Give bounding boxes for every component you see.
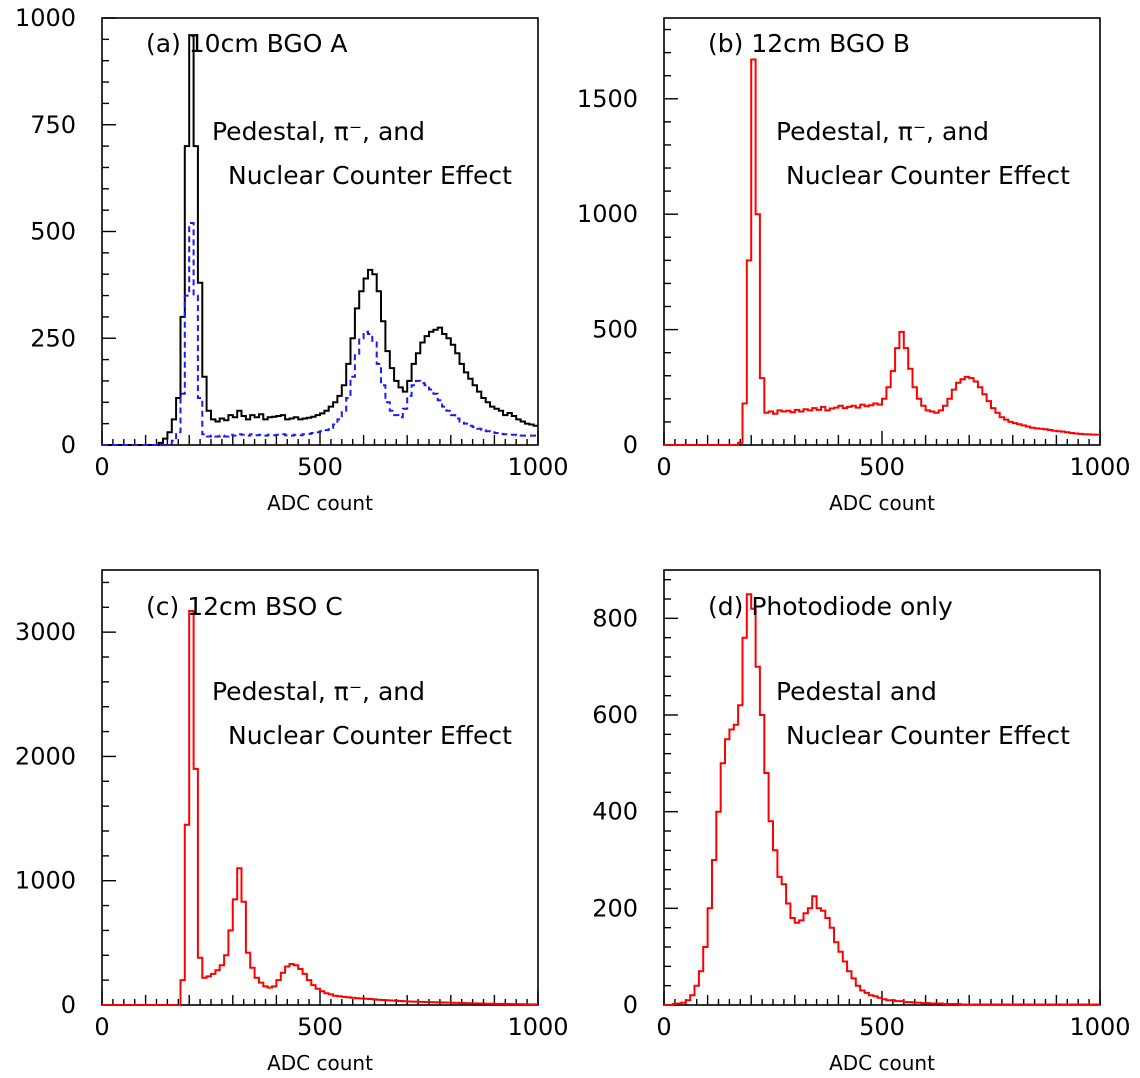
x-tick-label: 0 — [656, 1013, 671, 1041]
x-axis-title: ADC count — [829, 491, 935, 515]
y-tick-label: 0 — [623, 991, 638, 1019]
plot-frame — [663, 569, 1101, 1006]
y-tick-label: 2000 — [15, 742, 76, 770]
series-line-solid — [102, 610, 538, 1006]
y-tick-label: 750 — [30, 111, 76, 139]
annotation-line: Pedestal, π⁻, and — [212, 677, 425, 706]
series-line-solid — [102, 34, 538, 446]
x-tick-label: 500 — [297, 453, 343, 481]
y-tick-label: 1000 — [15, 4, 76, 32]
y-tick-label: 400 — [592, 798, 638, 826]
y-tick-label: 600 — [592, 701, 638, 729]
panel-label: (a) 10cm BGO A — [146, 29, 347, 58]
x-tick-label: 0 — [94, 1013, 109, 1041]
x-axis-title: ADC count — [267, 491, 373, 515]
y-tick-label: 800 — [592, 604, 638, 632]
annotation-line: Nuclear Counter Effect — [228, 721, 512, 750]
x-axis-title: ADC count — [829, 1051, 935, 1075]
panel-label: (b) 12cm BGO B — [708, 29, 910, 58]
series-line-solid — [664, 593, 1100, 1006]
x-axis-title: ADC count — [267, 1051, 373, 1075]
series-line-dashed — [102, 222, 538, 446]
x-tick-label: 0 — [94, 453, 109, 481]
y-tick-label: 500 — [592, 316, 638, 344]
panel-d: 0 500 1000 0 200 400 600 800 ADC count (d) Photod… — [592, 569, 1131, 1075]
series-line-solid — [664, 58, 1100, 446]
panel-label: (d) Photodiode only — [708, 592, 953, 621]
panel-b: 0 500 1000 0 500 1000 1500 ADC count (b) 12cm BG… — [577, 17, 1131, 515]
annotation-line: Nuclear Counter Effect — [786, 721, 1070, 750]
annotation-line: Pedestal and — [776, 677, 937, 706]
y-tick-label: 250 — [30, 324, 76, 352]
x-tick-label: 500 — [859, 453, 905, 481]
y-tick-label: 0 — [61, 991, 76, 1019]
y-tick-label: 0 — [61, 431, 76, 459]
x-tick-label: 1000 — [507, 453, 568, 481]
panel-a: 0 500 1000 0 250 500 750 1000 ADC count (a) 10cm … — [15, 4, 569, 515]
x-tick-label: 500 — [297, 1013, 343, 1041]
y-tick-label: 500 — [30, 218, 76, 246]
x-tick-label: 1000 — [1069, 1013, 1130, 1041]
y-tick-label: 200 — [592, 894, 638, 922]
y-tick-label: 1000 — [577, 200, 638, 228]
annotation-line: Nuclear Counter Effect — [786, 161, 1070, 190]
annotation-line: Nuclear Counter Effect — [228, 161, 512, 190]
x-tick-label: 1000 — [1069, 453, 1130, 481]
y-tick-label: 1000 — [15, 867, 76, 895]
x-tick-label: 0 — [656, 453, 671, 481]
plot-frame — [663, 17, 1101, 446]
x-tick-label: 500 — [859, 1013, 905, 1041]
x-tick-label: 1000 — [507, 1013, 568, 1041]
y-tick-label: 1500 — [577, 85, 638, 113]
y-tick-label: 3000 — [15, 618, 76, 646]
panel-label: (c) 12cm BSO C — [146, 592, 343, 621]
plot-frame — [101, 569, 539, 1006]
annotation-line: Pedestal, π⁻, and — [776, 117, 989, 146]
y-tick-label: 0 — [623, 431, 638, 459]
annotation-line: Pedestal, π⁻, and — [212, 117, 425, 146]
panel-c: 0 500 1000 0 1000 2000 3000 ADC count (c) 12cm B… — [15, 569, 569, 1075]
